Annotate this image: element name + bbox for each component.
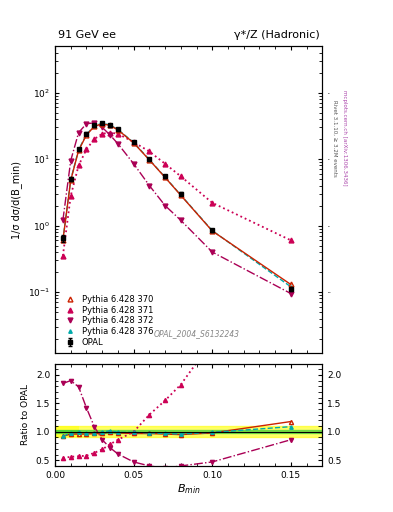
Pythia 6.428 370 xyxy=(288,282,293,288)
Pythia 6.428 371 xyxy=(288,237,293,243)
Pythia 6.428 371 xyxy=(163,161,167,167)
Pythia 6.428 376 xyxy=(288,284,293,290)
Y-axis label: Ratio to OPAL: Ratio to OPAL xyxy=(21,384,30,445)
Pythia 6.428 372 xyxy=(92,120,97,126)
Pythia 6.428 372 xyxy=(100,124,105,131)
Pythia 6.428 372 xyxy=(68,158,73,164)
Pythia 6.428 372 xyxy=(288,290,293,296)
Pythia 6.428 371 xyxy=(178,173,183,179)
Line: Pythia 6.428 372: Pythia 6.428 372 xyxy=(61,120,293,296)
Pythia 6.428 370 xyxy=(147,157,152,163)
Pythia 6.428 376 xyxy=(178,192,183,198)
Pythia 6.428 372 xyxy=(116,141,120,147)
Text: γ*/Z (Hadronic): γ*/Z (Hadronic) xyxy=(234,30,320,40)
Pythia 6.428 370 xyxy=(178,192,183,198)
Pythia 6.428 372 xyxy=(210,249,215,255)
Pythia 6.428 376 xyxy=(108,122,112,128)
Pythia 6.428 372 xyxy=(163,202,167,208)
Pythia 6.428 376 xyxy=(116,126,120,133)
Line: Pythia 6.428 370: Pythia 6.428 370 xyxy=(61,121,293,287)
Legend: Pythia 6.428 370, Pythia 6.428 371, Pythia 6.428 372, Pythia 6.428 376, OPAL: Pythia 6.428 370, Pythia 6.428 371, Pyth… xyxy=(59,292,156,349)
Pythia 6.428 370 xyxy=(76,147,81,154)
Pythia 6.428 371 xyxy=(61,253,65,259)
Pythia 6.428 370 xyxy=(92,123,97,130)
Pythia 6.428 376 xyxy=(131,139,136,145)
X-axis label: $B_{min}$: $B_{min}$ xyxy=(177,482,200,496)
Pythia 6.428 372 xyxy=(178,217,183,223)
Text: OPAL_2004_S6132243: OPAL_2004_S6132243 xyxy=(154,329,240,338)
Pythia 6.428 376 xyxy=(100,120,105,126)
Pythia 6.428 376 xyxy=(210,227,215,233)
Pythia 6.428 371 xyxy=(76,162,81,168)
Pythia 6.428 376 xyxy=(84,131,89,137)
Pythia 6.428 376 xyxy=(76,146,81,153)
Pythia 6.428 376 xyxy=(61,237,65,243)
Pythia 6.428 370 xyxy=(68,177,73,183)
Pythia 6.428 376 xyxy=(92,123,97,129)
Bar xyxy=(55,426,79,437)
Pythia 6.428 371 xyxy=(100,131,105,137)
Pythia 6.428 371 xyxy=(68,193,73,199)
Pythia 6.428 370 xyxy=(131,140,136,146)
Pythia 6.428 371 xyxy=(108,130,112,136)
Text: Rivet 3.1.10, ≥ 3.2M events: Rivet 3.1.10, ≥ 3.2M events xyxy=(332,100,337,177)
Bar xyxy=(55,426,322,437)
Pythia 6.428 371 xyxy=(131,139,136,145)
Y-axis label: 1/σ dσ/d(B_min): 1/σ dσ/d(B_min) xyxy=(11,161,22,239)
Pythia 6.428 370 xyxy=(108,122,112,129)
Pythia 6.428 376 xyxy=(163,174,167,180)
Text: 91 GeV ee: 91 GeV ee xyxy=(58,30,116,40)
Pythia 6.428 372 xyxy=(147,182,152,188)
Pythia 6.428 370 xyxy=(210,228,215,234)
Text: mcplots.cern.ch [arXiv:1306.3436]: mcplots.cern.ch [arXiv:1306.3436] xyxy=(342,91,347,186)
Pythia 6.428 372 xyxy=(131,161,136,167)
Pythia 6.428 370 xyxy=(100,121,105,127)
Pythia 6.428 371 xyxy=(116,131,120,137)
Pythia 6.428 372 xyxy=(84,121,89,127)
Pythia 6.428 372 xyxy=(76,130,81,136)
Pythia 6.428 371 xyxy=(84,146,89,153)
Bar xyxy=(55,430,322,434)
Pythia 6.428 370 xyxy=(116,127,120,133)
Line: Pythia 6.428 371: Pythia 6.428 371 xyxy=(61,130,293,258)
Pythia 6.428 376 xyxy=(147,157,152,163)
Pythia 6.428 376 xyxy=(68,177,73,183)
Pythia 6.428 372 xyxy=(61,217,65,223)
Pythia 6.428 371 xyxy=(92,136,97,142)
Pythia 6.428 371 xyxy=(210,200,215,206)
Pythia 6.428 371 xyxy=(147,148,152,155)
Pythia 6.428 370 xyxy=(84,132,89,138)
Pythia 6.428 370 xyxy=(163,174,167,180)
Pythia 6.428 370 xyxy=(61,237,65,243)
Bar xyxy=(55,430,79,434)
Line: Pythia 6.428 376: Pythia 6.428 376 xyxy=(61,121,292,289)
Pythia 6.428 372 xyxy=(108,132,112,138)
